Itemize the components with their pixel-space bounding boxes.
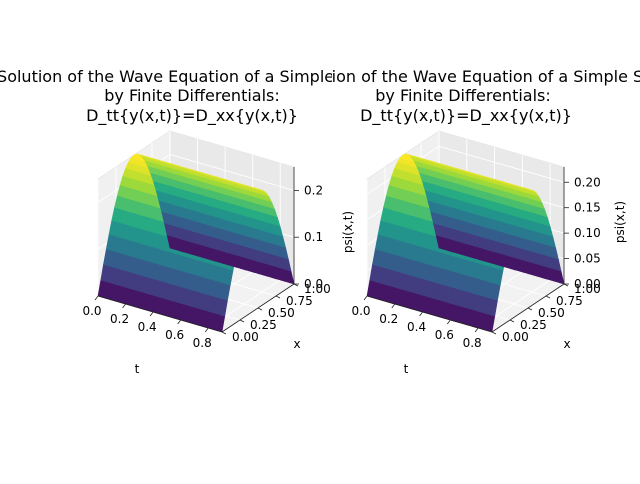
t-tick-label: 0.2: [110, 312, 129, 326]
left-plot-xlabel: t: [135, 362, 140, 376]
z-tick-label: 0.0: [304, 277, 323, 291]
right-plot-title-line-1: Real Solution of the Wave Equation of a …: [251, 67, 640, 86]
z-tick-label: 0.15: [574, 201, 601, 215]
right-plot-axes: 0.00.20.40.60.8 0.000.250.500.751.000.000…: [351, 167, 601, 350]
t-tick-label: 0.6: [165, 328, 184, 342]
z-tick-label: 0.2: [304, 183, 323, 197]
left-plot-surface: [97, 153, 295, 333]
left-plot-title-line-2: by Finite Differentials:: [104, 86, 280, 105]
t-tick-label: 0.8: [463, 336, 482, 350]
t-tick-label: 0.2: [379, 312, 398, 326]
x-tick-label: 0.50: [538, 306, 565, 320]
z-tick-label: 0.1: [304, 230, 323, 244]
z-tick-label: 0.05: [574, 252, 601, 266]
x-tick-label: 0.00: [502, 330, 529, 344]
left-3d-plot: Solution of the Wave Equation of a Simpl…: [0, 67, 387, 376]
x-tick-label: 0.25: [250, 318, 277, 332]
t-tick-label: 0.6: [435, 328, 454, 342]
z-tick-label: 0.00: [574, 277, 601, 291]
right-plot-title-line-2: by Finite Differentials:: [375, 86, 551, 105]
left-plot-axes: 0.00.20.40.60.8 0.000.250.500.751.000.00.…: [82, 167, 331, 350]
left-plot-title-line-3: D_tt{y(x,t)}=D_xx{y(x,t)}: [86, 106, 298, 126]
x-tick-label: 1.00: [574, 282, 601, 296]
right-plot-surface: [366, 153, 565, 333]
right-plot-ylabel: x: [563, 337, 570, 351]
surface-facet: [435, 235, 444, 250]
x-tick-label: 0.50: [268, 306, 295, 320]
x-tick-label: 1.00: [304, 282, 331, 296]
right-3d-plot: Real Solution of the Wave Equation of a …: [251, 67, 640, 376]
t-tick-label: 0.0: [82, 304, 101, 318]
t-tick-label: 0.4: [407, 320, 426, 334]
t-tick-label: 0.0: [351, 304, 370, 318]
right-plot-zlabel: psi(x,t): [613, 201, 627, 243]
surface-facet: [166, 235, 175, 250]
right-plot-title: Real Solution of the Wave Equation of a …: [251, 67, 640, 126]
x-tick-label: 0.00: [232, 330, 259, 344]
right-plot-title-line-3: D_tt{y(x,t)}=D_xx{y(x,t)}: [360, 106, 572, 126]
t-tick-label: 0.8: [193, 336, 212, 350]
x-tick-label: 0.25: [520, 318, 547, 332]
left-plot-title-line-1: Solution of the Wave Equation of a Simpl…: [0, 67, 387, 86]
x-tick-label: 0.75: [286, 294, 313, 308]
left-plot-title: Solution of the Wave Equation of a Simpl…: [0, 67, 387, 126]
right-plot-xlabel: t: [404, 362, 409, 376]
t-tick-label: 0.4: [138, 320, 157, 334]
z-tick-label: 0.20: [574, 175, 601, 189]
z-tick-label: 0.10: [574, 226, 601, 240]
left-plot-zlabel: psi(x,t): [341, 211, 355, 253]
x-tick-label: 0.75: [556, 294, 583, 308]
left-plot-ylabel: x: [293, 337, 300, 351]
